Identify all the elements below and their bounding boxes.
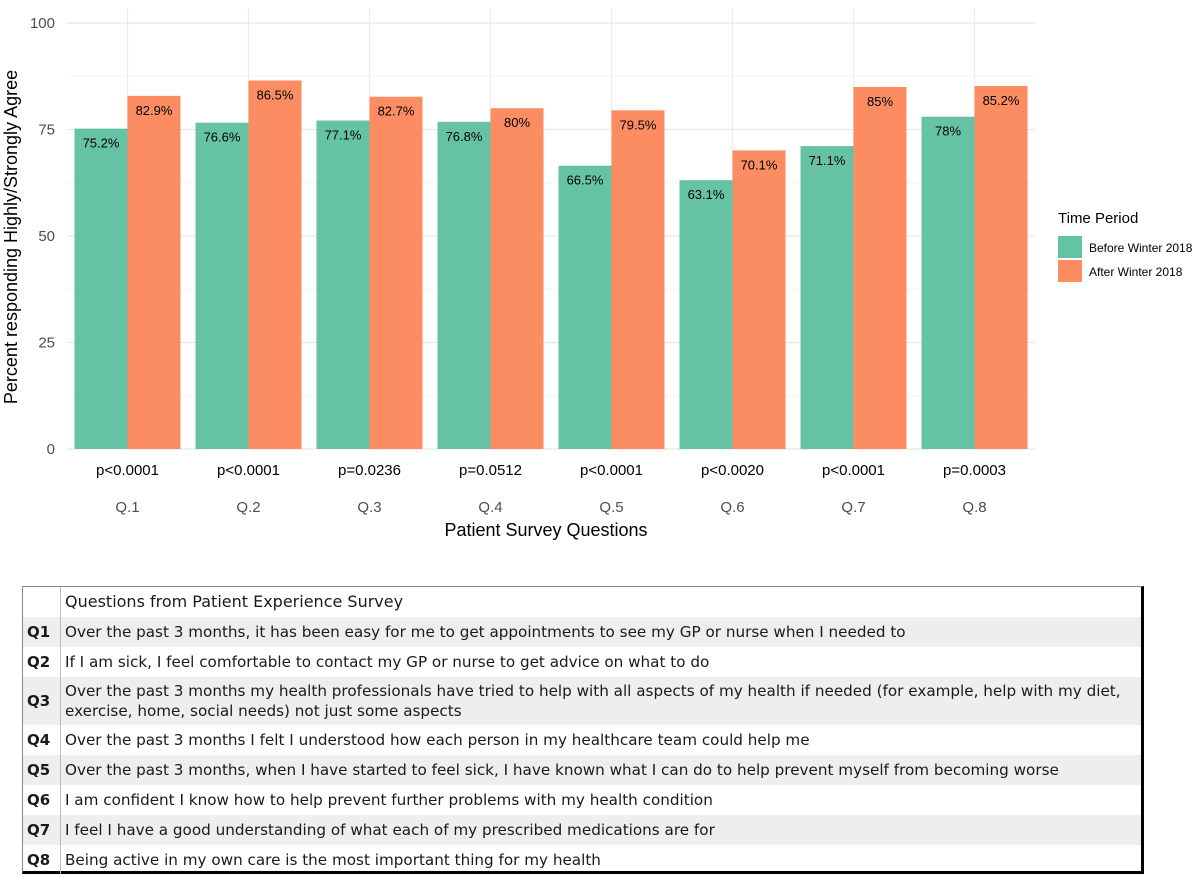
question-text: Being active in my own care is the most … [65,851,601,869]
bar-before [437,121,491,449]
legend-label-after: After Winter 2018 [1089,265,1183,279]
data-label-after: 80% [504,115,530,130]
legend-title: Time Period [1058,210,1138,227]
y-tick-label: 50 [38,228,55,245]
bar-before [316,120,370,449]
data-label-before: 78% [935,124,961,139]
data-label-before: 66.5% [567,173,604,188]
y-axis-title: Percent responding Highly/Strongly Agree [1,70,21,404]
bar-after [369,96,423,449]
data-label-before: 76.6% [204,130,241,145]
bars [74,80,1028,450]
p-value-label: p<0.0020 [701,462,764,479]
question-id: Q4 [23,725,61,755]
question-id: Q2 [23,647,61,677]
data-label-before: 75.2% [83,136,120,151]
data-label-before: 77.1% [325,128,362,143]
table-row: Q5 Over the past 3 months, when I have s… [23,755,1141,785]
y-tick-label: 25 [38,335,55,352]
x-tick-label: Q.7 [841,499,865,516]
legend-label-before: Before Winter 2018 [1089,241,1193,255]
y-tick-label: 0 [47,441,55,458]
data-label-after: 86.5% [257,88,294,103]
table-row: Q2 If I am sick, I feel comfortable to c… [23,647,1141,677]
question-id: Q8 [23,845,61,875]
bar-after [974,86,1028,449]
question-text: Over the past 3 months, it has been easy… [65,623,906,641]
x-tick-label: Q.6 [720,499,744,516]
bar-after [127,95,181,449]
question-id: Q5 [23,755,61,785]
bar-before [800,146,854,449]
bar-before [679,180,733,449]
x-tick-label: Q.1 [115,499,139,516]
table-header-id-cell [23,587,61,617]
data-label-after: 82.9% [136,103,173,118]
p-value-label: p=0.0003 [943,462,1006,479]
bar-before [921,116,975,449]
x-tick-label: Q.5 [599,499,623,516]
p-value-label: p<0.0001 [96,462,159,479]
question-id: Q1 [23,617,61,647]
question-text: Over the past 3 months I felt I understo… [65,731,810,749]
bar-before [195,122,249,450]
table-row: Q7 I feel I have a good understanding of… [23,815,1141,845]
question-text: If I am sick, I feel comfortable to cont… [65,653,710,671]
legend: Time Period Before Winter 2018 After Win… [1058,210,1193,282]
question-id: Q3 [23,677,61,725]
data-label-before: 63.1% [688,187,725,202]
table-row: Q4 Over the past 3 months I felt I under… [23,725,1141,755]
question-text: I am confident I know how to help preven… [65,791,713,809]
bar-before [74,128,128,449]
question-id: Q6 [23,785,61,815]
data-labels: 75.2% 76.6% 77.1% 76.8% 66.5% 63.1% 71.1% 78% 82… [83,88,1020,203]
x-tick-label: Q.4 [478,499,502,516]
bar-after [490,108,544,449]
bar-before [558,165,612,449]
x-tick-label: Q.2 [236,499,260,516]
x-axis-title: Patient Survey Questions [444,520,647,540]
data-label-before: 76.8% [446,129,483,144]
table-row: Q1 Over the past 3 months, it has been e… [23,617,1141,647]
table-header-row: Questions from Patient Experience Survey [23,587,1141,617]
p-value-label: p=0.0512 [459,462,522,479]
table-header: Questions from Patient Experience Survey [65,592,404,611]
legend-swatch-before [1058,236,1082,258]
data-label-after: 79.5% [620,117,657,132]
x-tick-label: Q.8 [962,499,986,516]
bar-chart: 75.2% 76.6% 77.1% 76.8% 66.5% 63.1% 71.1% 78% 82… [1,8,1193,540]
data-label-before: 71.1% [809,153,846,168]
question-text: Over the past 3 months, when I have star… [65,761,1059,779]
bar-after [853,86,907,450]
p-value-label: p=0.0236 [338,462,401,479]
data-label-after: 85.2% [983,93,1020,108]
bar-after [732,150,786,449]
p-value-label: p<0.0001 [580,462,643,479]
bar-after [611,110,665,449]
data-label-after: 85% [867,94,893,109]
data-label-after: 70.1% [741,157,778,172]
axes: 0 25 50 75 100 p<0.0001 Q.1 p<0.0001 Q.2 p=0.0236… [30,15,1006,516]
p-value-label: p<0.0001 [822,462,885,479]
question-id: Q7 [23,815,61,845]
legend-swatch-after [1058,260,1082,282]
y-tick-label: 100 [30,15,55,32]
bar-after [248,80,302,449]
questions-table: Questions from Patient Experience Survey… [22,586,1144,875]
table-row: Q6 I am confident I know how to help pre… [23,785,1141,815]
x-tick-label: Q.3 [357,499,381,516]
table-row: Q3 Over the past 3 months my health prof… [23,677,1141,725]
data-label-after: 82.7% [378,104,415,119]
y-tick-label: 75 [38,122,55,139]
question-text: Over the past 3 months my health profess… [65,682,1121,720]
question-text: I feel I have a good understanding of wh… [65,821,715,839]
p-value-label: p<0.0001 [217,462,280,479]
table-row: Q8 Being active in my own care is the mo… [23,845,1141,875]
